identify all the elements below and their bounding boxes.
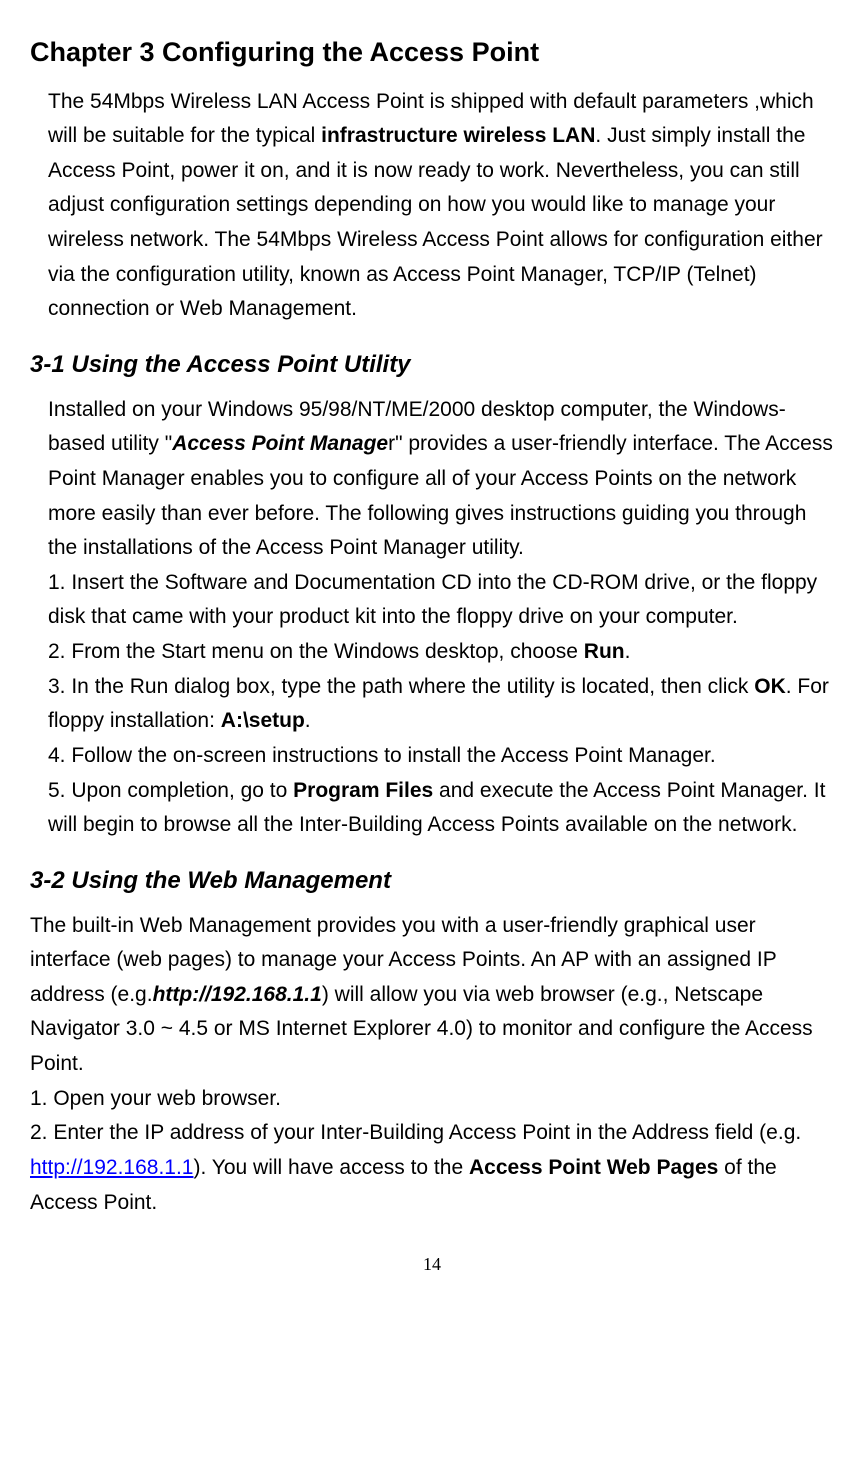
s31-step-2: 2. From the Start menu on the Windows de… — [48, 635, 834, 670]
s32-step2-link[interactable]: http://192.168.1.1 — [30, 1156, 193, 1179]
s32-step2-mid: ). You will have access to the — [193, 1156, 469, 1179]
s32-bold-italic-ip: http://192.168.1.1 — [153, 983, 322, 1006]
s32-step2-webpages: Access Point Web Pages — [469, 1156, 718, 1179]
s32-step-1: 1. Open your web browser. — [30, 1082, 834, 1117]
s32-step-2: 2. Enter the IP address of your Inter-Bu… — [30, 1116, 834, 1220]
s32-step2-pre: 2. Enter the IP address of your Inter-Bu… — [30, 1121, 801, 1144]
chapter-title: Chapter 3 Configuring the Access Point — [30, 30, 834, 75]
intro-paragraph: The 54Mbps Wireless LAN Access Point is … — [48, 85, 834, 327]
section-3-1-heading: 3-1 Using the Access Point Utility — [30, 345, 834, 385]
s31-step5-pre: 5. Upon completion, go to — [48, 779, 293, 802]
page-number: 14 — [30, 1250, 834, 1280]
s31-step5-progfiles: Program Files — [293, 779, 433, 802]
s31-step2-run: Run — [584, 640, 625, 663]
intro-bold-infra: infrastructure wireless LAN — [321, 124, 595, 147]
s31-step3-post: . — [305, 709, 311, 732]
s31-step3-pre: 3. In the Run dialog box, type the path … — [48, 675, 754, 698]
section-3-2-heading: 3-2 Using the Web Management — [30, 861, 834, 901]
s31-step-1: 1. Insert the Software and Documentation… — [48, 566, 834, 635]
s31-step3-ok: OK — [754, 675, 786, 698]
s31-step2-pre: 2. From the Start menu on the Windows de… — [48, 640, 584, 663]
section-3-2-paragraph: The built-in Web Management provides you… — [30, 909, 834, 1082]
section-3-1-paragraph: Installed on your Windows 95/98/NT/ME/20… — [48, 393, 834, 566]
s31-bold-italic: Access Point Manage — [172, 432, 388, 455]
s31-step-5: 5. Upon completion, go to Program Files … — [48, 774, 834, 843]
s31-step-4: 4. Follow the on-screen instructions to … — [48, 739, 834, 774]
s31-step2-post: . — [625, 640, 631, 663]
s31-step-3: 3. In the Run dialog box, type the path … — [48, 670, 834, 739]
intro-post: . Just simply install the Access Point, … — [48, 124, 823, 320]
s31-step3-setup: A:\setup — [221, 709, 305, 732]
